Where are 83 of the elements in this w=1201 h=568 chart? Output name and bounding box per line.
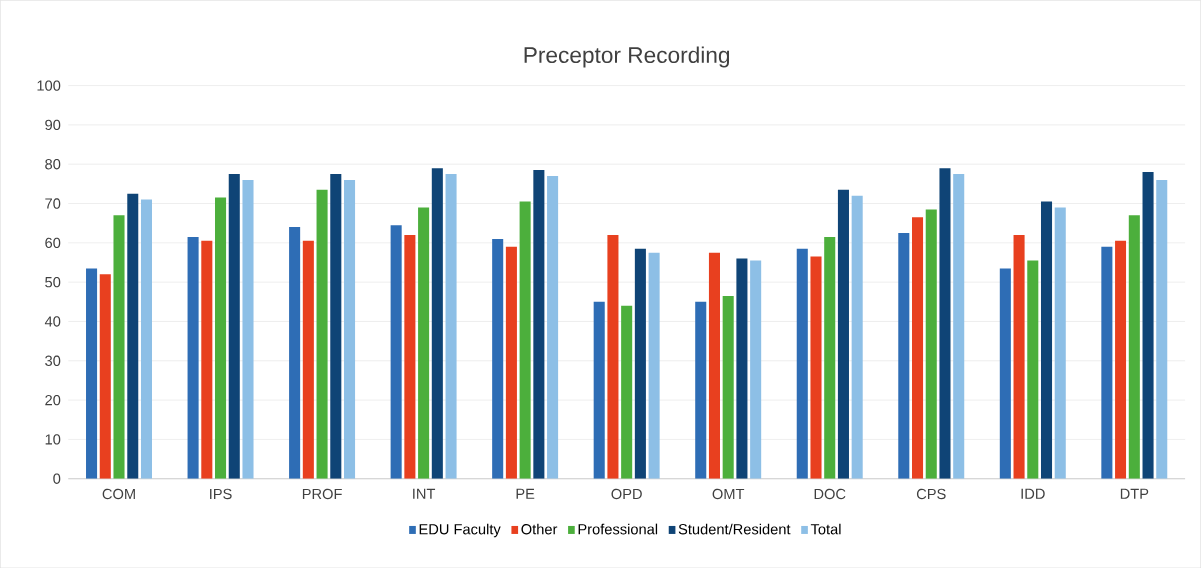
bar [228,173,240,479]
bar [1027,260,1039,479]
bar [492,238,504,479]
bar [1054,207,1066,479]
bar [302,240,314,479]
bar [912,217,924,479]
bar [925,209,937,479]
bar [621,305,633,479]
legend-label: EDU Faculty [419,523,501,538]
bar [140,199,152,479]
y-tick-label: 80 [45,158,61,170]
legend-label: Other [521,523,558,535]
x-tick-label: PROF [302,488,342,499]
bar [127,193,139,479]
bar [519,201,531,479]
bar [708,252,720,479]
bar [648,252,660,479]
bar [215,197,227,479]
x-tick-label: IDD [1021,488,1045,499]
bar [634,248,646,479]
chart-title: Preceptor Recording [524,46,730,68]
x-tick-label: IPS [210,488,232,499]
bar [533,169,545,479]
legend-label: Student/Resident [678,523,791,535]
bar [1128,215,1140,479]
bar [695,301,707,479]
bar [1156,179,1168,479]
bar [505,246,517,479]
bar [445,173,457,479]
x-tick-label: PE [516,488,535,499]
x-tick-label: OPD [611,488,642,499]
bar [953,173,965,479]
bar [404,234,416,479]
bar [187,236,199,479]
bar [999,268,1011,479]
bar [736,258,748,479]
bar [330,173,342,479]
bar [547,175,559,479]
bar [851,195,863,479]
y-tick-label: 30 [45,355,61,366]
bar [1040,201,1053,479]
y-tick-label: 40 [44,316,61,327]
bar [99,274,111,479]
y-tick-label: 60 [45,237,61,248]
legend-label: Professional [578,523,658,535]
bar [431,167,443,479]
y-tick-label: 70 [45,198,61,209]
bar [344,179,356,479]
bar [316,189,328,479]
x-tick-label: DOC [814,488,846,499]
bar [898,232,910,479]
bar [201,240,213,479]
bar [390,224,402,479]
x-tick-label: OMT [712,488,745,499]
bar [939,167,951,479]
x-tick-label: COM [102,488,135,499]
bar [722,295,734,479]
legend-label: Total [810,523,841,535]
bar [796,248,808,479]
bar [824,236,836,479]
y-tick-label: 20 [45,394,61,406]
bar [1101,246,1113,479]
y-tick-label: 100 [37,80,61,91]
bar [607,234,619,479]
bar [593,301,605,479]
bar [750,260,762,479]
bar [1142,171,1154,479]
x-tick-label: DTP [1120,488,1149,499]
y-tick-label: 90 [45,119,61,130]
y-tick-label: 0 [53,473,61,484]
bar [810,256,822,479]
x-tick-label: INT [413,488,436,499]
bar [113,215,125,479]
bar [242,179,254,479]
bar [86,268,98,479]
y-tick-label: 10 [45,434,61,445]
bar [1115,240,1127,479]
bar [1013,234,1025,479]
bar [289,226,301,479]
bar [418,207,430,479]
bar [837,189,849,479]
x-tick-label: CPS [916,488,946,499]
y-tick-label: 50 [45,276,61,288]
